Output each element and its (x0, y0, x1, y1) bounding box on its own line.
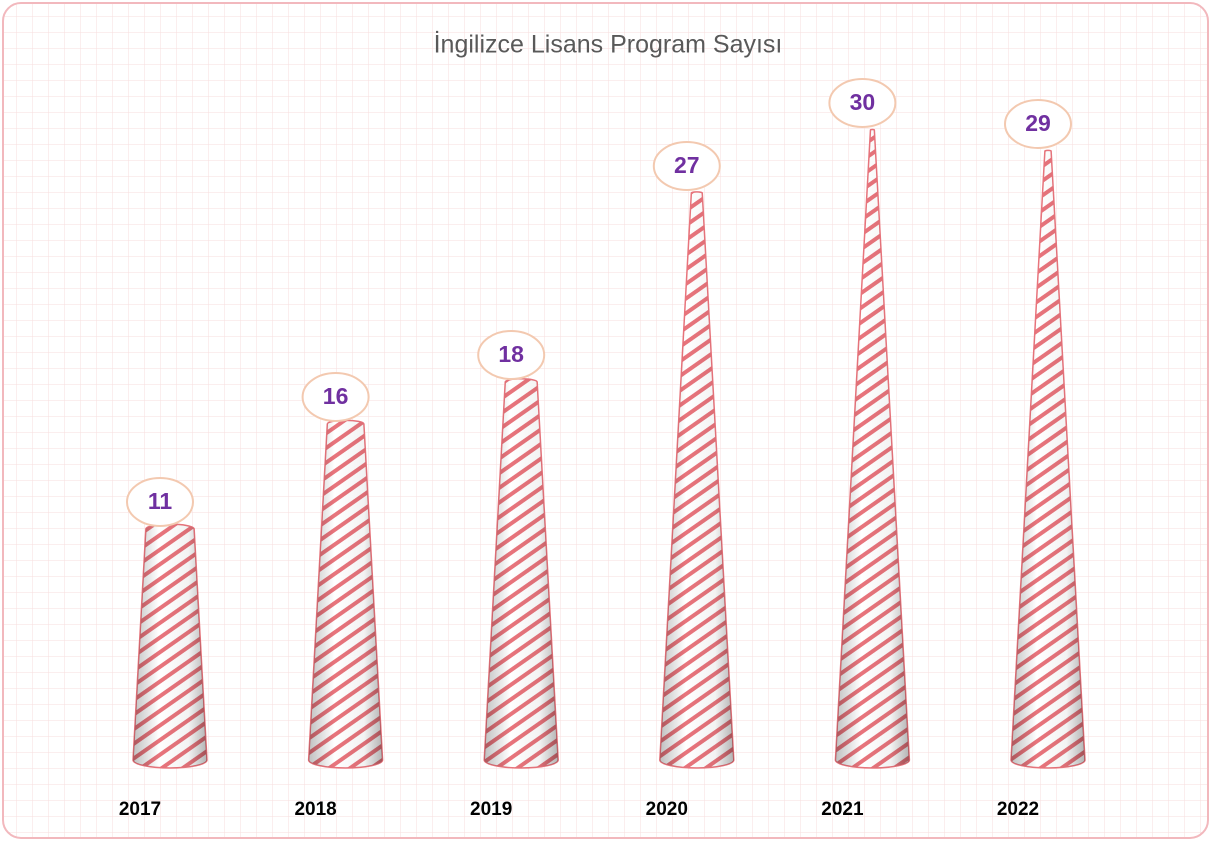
x-tick-label: 2020 (646, 799, 688, 820)
x-tick-label: 2017 (119, 799, 161, 820)
value-label: 29 (1025, 110, 1051, 136)
value-label: 18 (498, 341, 524, 367)
x-tick-label: 2022 (997, 799, 1039, 820)
chart: İngilizce Lisans Program Sayısı 2017 11 20… (0, 0, 1211, 841)
x-tick-label: 2018 (294, 799, 336, 820)
value-label: 30 (850, 89, 876, 115)
value-label: 27 (674, 152, 700, 178)
value-label: 16 (323, 383, 349, 409)
x-tick-label: 2021 (821, 799, 864, 820)
cone-shade (133, 524, 207, 768)
value-label: 11 (148, 488, 173, 514)
chart-title: İngilizce Lisans Program Sayısı (434, 30, 783, 59)
page: İngilizce Lisans Program Sayısı 2017 11 20… (0, 0, 1211, 841)
x-tick-label: 2019 (470, 799, 512, 820)
